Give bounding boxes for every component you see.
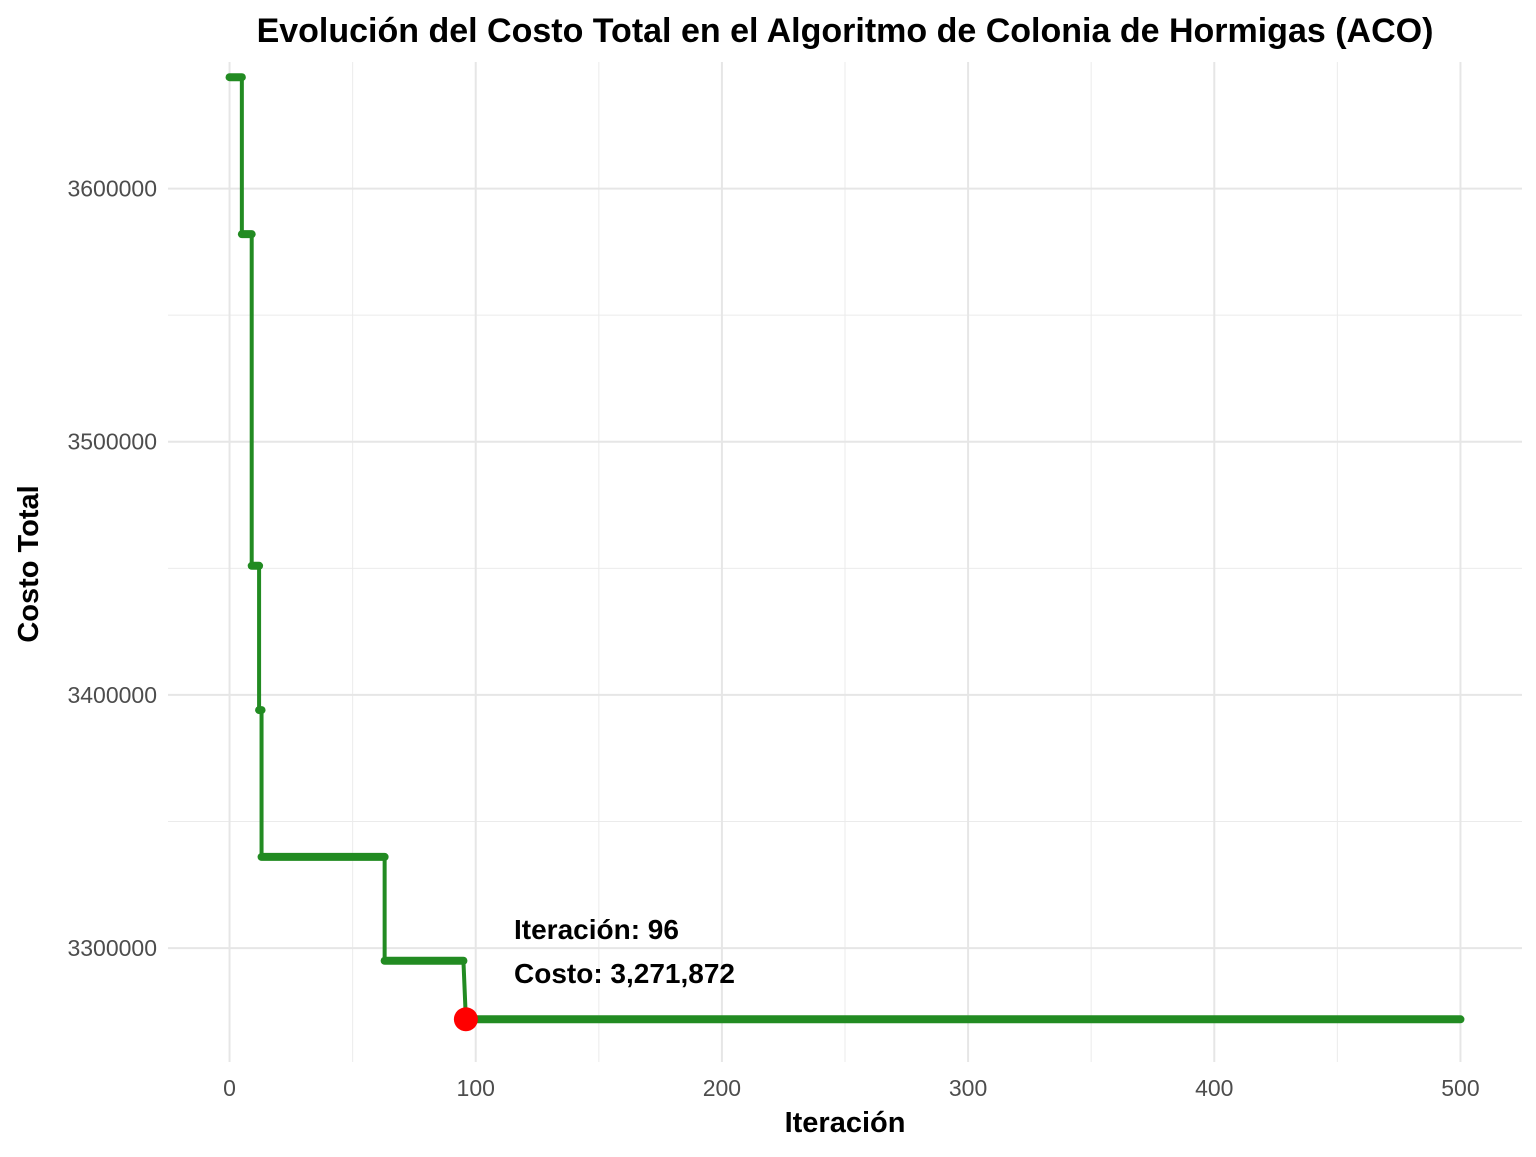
y-tick-label: 3600000 xyxy=(67,176,157,202)
y-axis-title: Costo Total xyxy=(13,485,45,642)
x-tick-label: 500 xyxy=(1441,1075,1479,1101)
annotation-cost: Costo: 3,271,872 xyxy=(514,958,735,989)
x-tick-label: 0 xyxy=(223,1075,236,1101)
x-tick-label: 200 xyxy=(703,1075,741,1101)
x-axis-title: Iteración xyxy=(785,1107,906,1139)
highlight-point xyxy=(453,1007,478,1032)
tick-labels: 0 100 200 300 400 500 3300000 3400000 3500000 360… xyxy=(67,176,1479,1101)
y-tick-label: 3300000 xyxy=(67,935,157,961)
y-tick-label: 3400000 xyxy=(67,682,157,708)
annotation-iteration: Iteración: 96 xyxy=(514,914,679,945)
grid xyxy=(168,62,1522,1062)
x-tick-label: 400 xyxy=(1195,1075,1233,1101)
series-line xyxy=(225,73,1465,1024)
x-tick-label: 300 xyxy=(949,1075,987,1101)
y-tick-label: 3500000 xyxy=(67,429,157,455)
highlight-layer xyxy=(453,1007,478,1032)
x-tick-label: 100 xyxy=(457,1075,495,1101)
chart-title: Evolución del Costo Total en el Algoritm… xyxy=(257,12,1434,50)
